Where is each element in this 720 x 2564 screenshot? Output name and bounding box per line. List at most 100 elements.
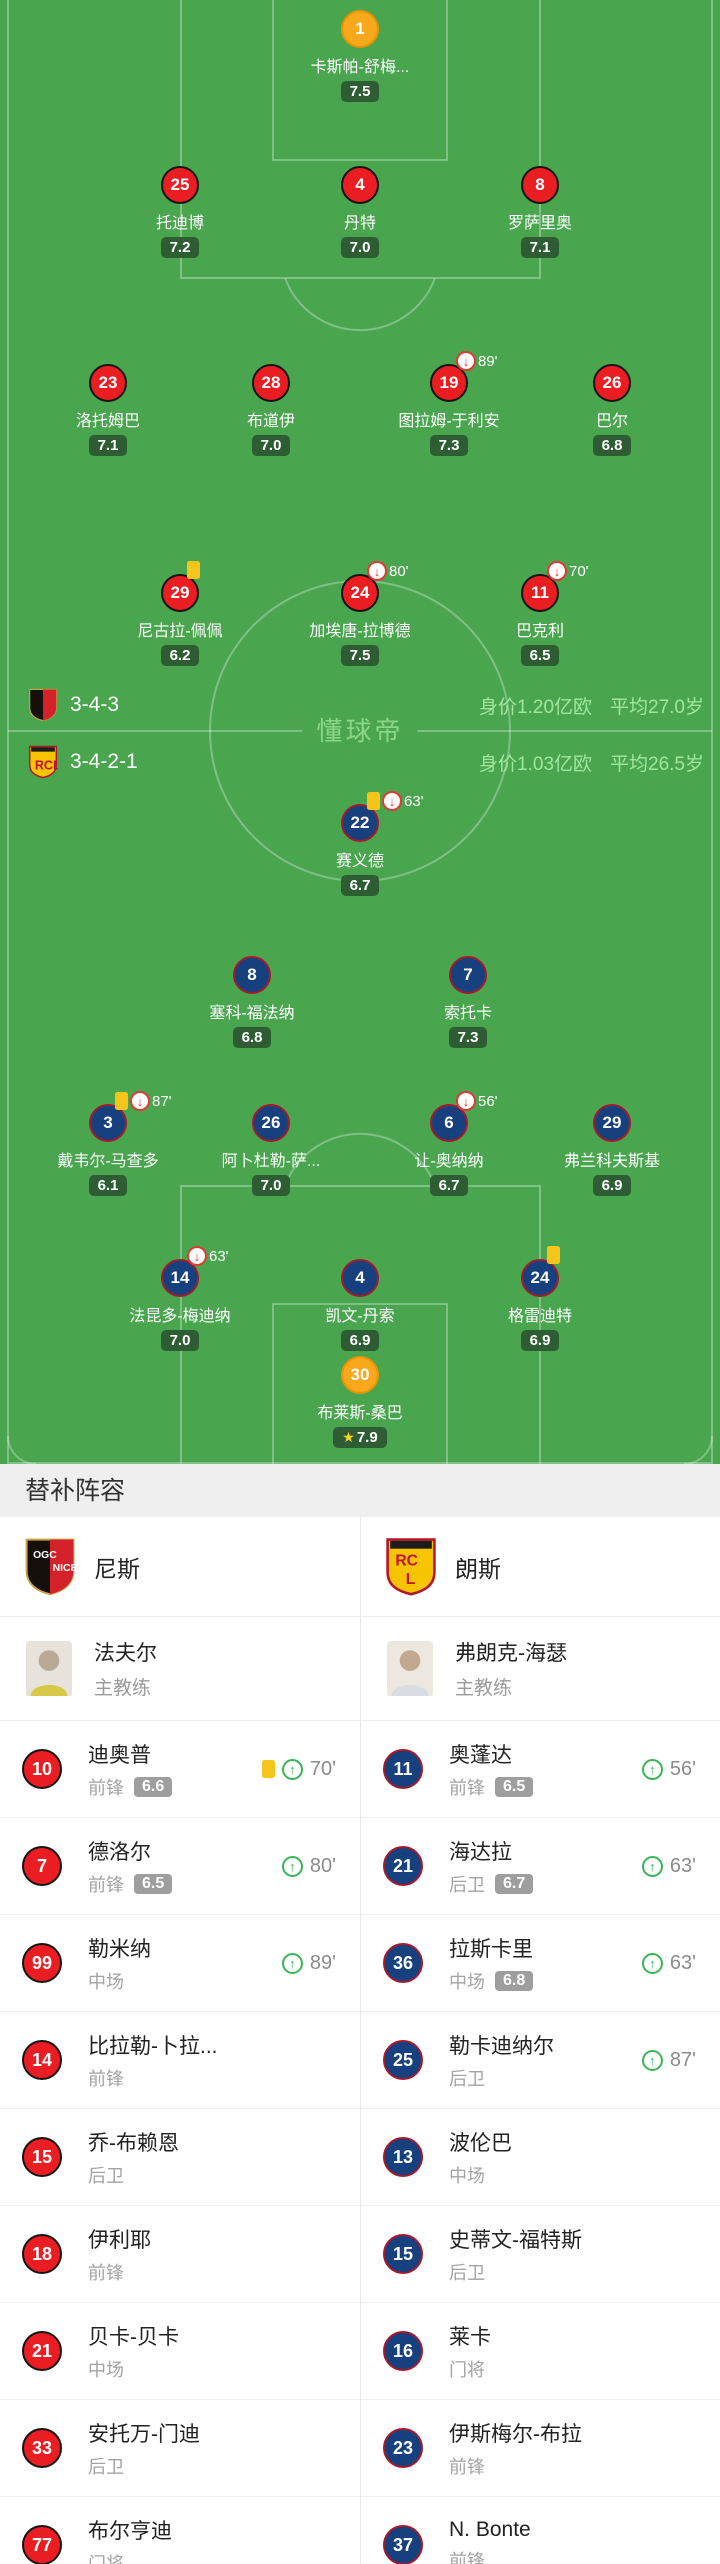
player-number-badge: 10 (22, 1749, 62, 1789)
player-number-badge: 29 (161, 574, 199, 612)
pitch-player[interactable]: 1 卡斯帕-舒梅... 7.5 (285, 10, 435, 102)
pitch-player[interactable]: 29 弗兰科夫斯基 6.9 (537, 1104, 687, 1196)
pitch-player[interactable]: 29 尼古拉-佩佩 6.2 (105, 561, 255, 666)
sub-on-minute: 87' (669, 2048, 696, 2071)
substitute-row[interactable]: 15 史蒂文-福特斯 后卫 (361, 2206, 720, 2303)
pitch-player[interactable]: 23 洛托姆巴 7.1 (33, 364, 183, 456)
pitch-player[interactable]: 30 布莱斯-桑巴 ★ 7.9 (285, 1356, 435, 1448)
pitch-player[interactable]: 28 布道伊 7.0 (196, 364, 346, 456)
pitch-player[interactable]: 26 巴尔 6.8 (537, 364, 687, 456)
player-position: 前锋 (88, 1874, 124, 1895)
home-coach-name: 法夫尔 (94, 1642, 157, 1665)
substitute-row[interactable]: 36 拉斯卡里 中场 6.8 ↑ 63' (361, 1915, 720, 2012)
player-detail-row: 后卫 6.7 (449, 1871, 534, 1897)
player-position: 中场 (449, 1971, 485, 1992)
pitch-player[interactable]: 22 ↓ 63' 赛义德 6.7 (285, 791, 435, 896)
pitch-player[interactable]: 26 阿卜杜勒-萨... 7.0 (196, 1104, 346, 1196)
substitute-row[interactable]: 77 布尔亨迪 门将 (0, 2497, 360, 2564)
pitch-player[interactable]: 25 托迪博 7.2 (105, 166, 255, 258)
player-position: 门将 (88, 2553, 124, 2564)
player-rating-row: 7.0 (196, 1171, 346, 1196)
home-coach-photo (26, 1640, 72, 1697)
player-rating-badge: 7.0 (251, 1175, 291, 1196)
player-rating-value: 6.9 (601, 1177, 623, 1194)
sub-off-minute: 63' (404, 792, 424, 810)
away-team-header[interactable]: RC L 朗斯 (361, 1517, 720, 1617)
substitute-events: ↑ 63' (641, 1855, 696, 1878)
substitute-events: ↑ 80' (281, 1855, 336, 1878)
player-detail-row: 后卫 (449, 2065, 554, 2091)
player-position: 中场 (88, 2359, 124, 2380)
substitute-row[interactable]: 18 伊利耶 前锋 (0, 2206, 360, 2303)
player-position: 中场 (449, 2165, 485, 2186)
home-team-header[interactable]: OGC NICE 尼斯 (0, 1517, 360, 1617)
player-detail-row: 前锋 6.5 (449, 1774, 534, 1800)
player-name: 洛托姆巴 (75, 413, 140, 430)
player-rating-value: 7.1 (529, 239, 551, 256)
pitch-player[interactable]: 14 ↓ 63' 法昆多-梅迪纳 7.0 (105, 1246, 255, 1351)
player-rating-value: 6.2 (169, 647, 191, 664)
pitch-player[interactable]: 4 丹特 7.0 (285, 166, 435, 258)
substitute-row[interactable]: 99 勒米纳 中场 ↑ 89' (0, 1915, 360, 2012)
away-average-age: 平均26.5岁 (610, 753, 704, 775)
substitute-events: ↑ 87' (641, 2048, 696, 2072)
pitch-player[interactable]: 7 索托卡 7.3 (393, 956, 543, 1048)
substitute-row[interactable]: 11 奥蓬达 前锋 6.5 ↑ 56' (361, 1721, 720, 1818)
player-number-badge: 6 (430, 1104, 468, 1142)
player-chip: 4 (341, 166, 379, 204)
home-coach-row[interactable]: 法夫尔 主教练 (0, 1617, 360, 1721)
pitch-player[interactable]: 8 塞科-福法纳 6.8 (177, 956, 327, 1048)
player-position: 后卫 (449, 2068, 485, 2089)
away-coach-row[interactable]: 弗朗克-海瑟 主教练 (361, 1617, 720, 1721)
home-coach-role: 主教练 (94, 1678, 152, 1699)
substitute-row[interactable]: 7 德洛尔 前锋 6.5 ↑ 80' (0, 1818, 360, 1915)
star-icon: ★ (342, 1429, 355, 1445)
player-name: 格雷迪特 (507, 1308, 572, 1325)
substitute-row[interactable]: 15 乔-布赖恩 后卫 (0, 2109, 360, 2206)
substitute-row[interactable]: 21 海达拉 后卫 6.7 ↑ 63' (361, 1818, 720, 1915)
player-rating-row: 6.9 (465, 1326, 615, 1351)
player-name: 伊利耶 (88, 2228, 151, 2252)
substitute-row[interactable]: 21 贝卡-贝卡 中场 (0, 2303, 360, 2400)
substitute-row[interactable]: 10 迪奥普 前锋 6.6 ↑ 70' (0, 1721, 360, 1818)
player-chip: 7 (449, 956, 487, 994)
substitute-row[interactable]: 37 N. Bonte 前锋 (361, 2497, 720, 2564)
player-number-badge: 37 (383, 2525, 423, 2564)
player-rating-value: 6.5 (529, 647, 551, 664)
sub-on-icon: ↑ (281, 1855, 303, 1877)
player-number-badge: 14 (161, 1259, 199, 1297)
player-name: 勒米纳 (88, 1937, 151, 1961)
substitute-row[interactable]: 13 波伦巴 中场 (361, 2109, 720, 2206)
pitch-player[interactable]: 19 ↓ 89' 图拉姆-于利安 7.3 (374, 351, 524, 456)
player-number-badge: 33 (22, 2428, 62, 2468)
player-chip: 24 ↓ 80' (341, 561, 409, 612)
pitch-player[interactable]: 24 ↓ 80' 加埃唐-拉博德 7.5 (285, 561, 435, 666)
sub-off-icon: ↓ (130, 1091, 150, 1111)
substitute-row[interactable]: 16 莱卡 门将 (361, 2303, 720, 2400)
player-name: N. Bonte (449, 2517, 531, 2541)
player-position: 前锋 (449, 2550, 485, 2564)
substitute-info: 贝卡-贝卡 中场 (88, 2321, 179, 2382)
pitch-player[interactable]: 8 罗萨里奥 7.1 (465, 166, 615, 258)
player-position: 后卫 (449, 2262, 485, 2283)
player-rating-badge: 6.9 (340, 1330, 380, 1351)
sub-on-minute: 70' (309, 1757, 336, 1780)
substitute-row[interactable]: 23 伊斯梅尔-布拉 前锋 (361, 2400, 720, 2497)
pitch-player[interactable]: 24 格雷迪特 6.9 (465, 1246, 615, 1351)
pitch-player[interactable]: 6 ↓ 56' 让-奥纳纳 6.7 (374, 1091, 524, 1196)
pitch-player[interactable]: 3 ↓ 87' 戴韦尔-马查多 6.1 (33, 1091, 183, 1196)
player-number-badge: 26 (252, 1104, 290, 1142)
player-rating-value: 6.7 (349, 877, 371, 894)
substitute-row[interactable]: 33 安托万-门迪 后卫 (0, 2400, 360, 2497)
substitute-info: 勒米纳 中场 (88, 1933, 151, 1994)
player-rating-value: 6.8 (241, 1029, 263, 1046)
pitch-player[interactable]: 4 凯文-丹索 6.9 (285, 1259, 435, 1351)
substitute-row[interactable]: 25 勒卡迪纳尔 后卫 ↑ 87' (361, 2012, 720, 2109)
sub-off-icon: ↓ (382, 791, 402, 811)
player-chip: 3 ↓ 87' (89, 1091, 172, 1142)
player-chip: 28 (252, 364, 290, 402)
sub-on-icon: ↑ (641, 1758, 663, 1780)
pitch-player[interactable]: 11 ↓ 70' 巴克利 6.5 (465, 561, 615, 666)
substitute-row[interactable]: 14 比拉勒-卜拉... 前锋 (0, 2012, 360, 2109)
